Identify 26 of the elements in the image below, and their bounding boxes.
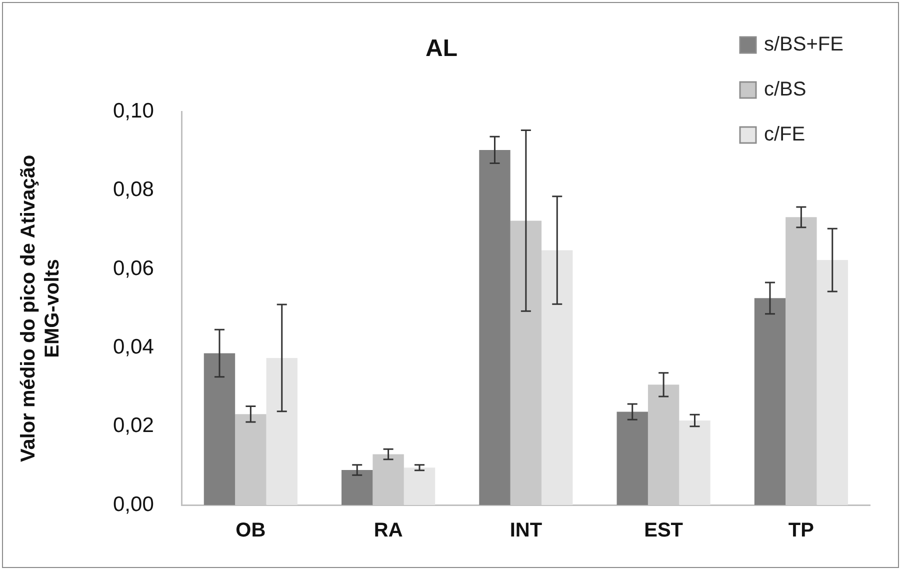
x-tick-label: EST <box>644 520 684 542</box>
y-tick-label: 0,02 <box>112 414 154 438</box>
y-tick-label: 0,00 <box>112 492 154 516</box>
y-tick-label: 0,06 <box>112 256 154 280</box>
bar <box>404 468 436 505</box>
chart-title: AL <box>426 35 458 62</box>
bar <box>816 260 848 505</box>
bar <box>479 150 510 505</box>
bar <box>679 420 710 505</box>
x-tick-label: INT <box>510 520 542 542</box>
y-tick-label: 0,04 <box>112 336 154 359</box>
bar <box>204 353 236 505</box>
y-axis-title: Valor médio do pico de Ativação EMG-volts <box>18 154 64 462</box>
legend-label: c/FE <box>764 124 806 146</box>
bar <box>342 470 373 505</box>
x-tick-label: OB <box>236 520 266 542</box>
bar <box>754 298 786 505</box>
bar <box>542 250 573 505</box>
y-tick-label: 0,08 <box>112 178 154 202</box>
x-tick-label: TP <box>788 520 814 542</box>
bar <box>616 412 648 505</box>
legend-label: s/BS+FE <box>764 34 844 56</box>
y-tick-label: 0,10 <box>112 100 154 123</box>
legend-label: c/BS <box>764 78 806 101</box>
bar <box>266 358 298 505</box>
x-tick-label: RA <box>374 520 403 542</box>
